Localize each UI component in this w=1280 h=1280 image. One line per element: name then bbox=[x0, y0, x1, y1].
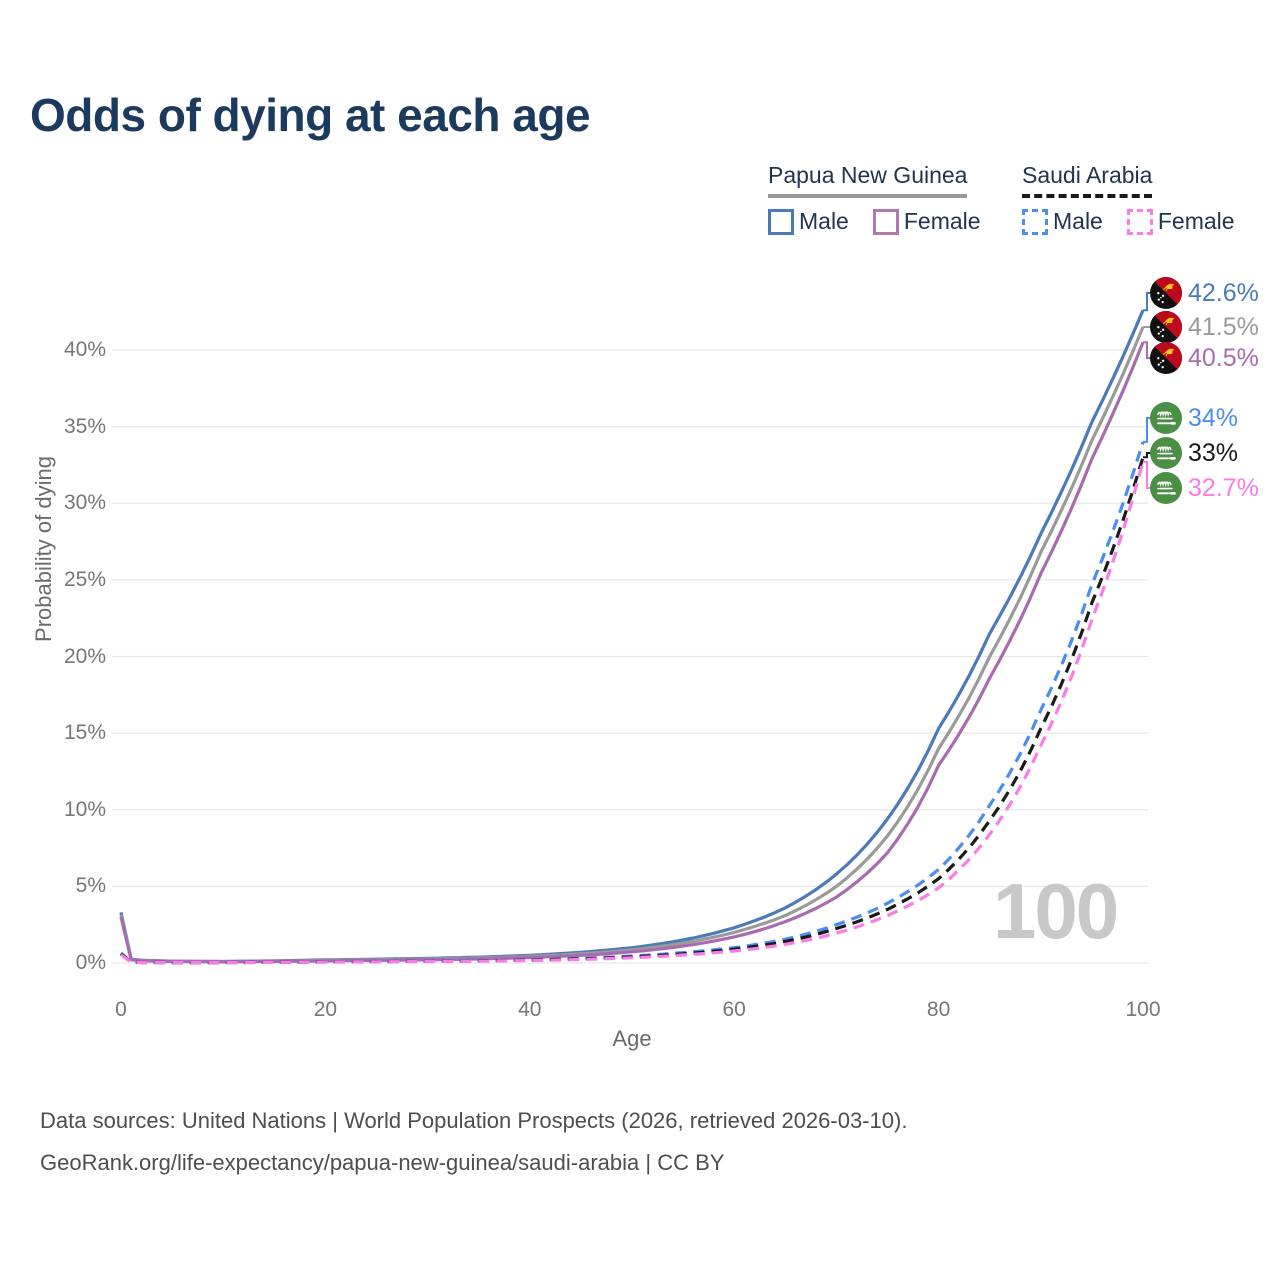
y-tick-label: 10% bbox=[63, 797, 106, 821]
label-connector bbox=[1143, 341, 1151, 359]
footer-source-line: Data sources: United Nations | World Pop… bbox=[40, 1108, 908, 1133]
series-line-papua-new-guinea-both-sexes bbox=[119, 326, 1145, 964]
legend-item-label: Male bbox=[799, 208, 849, 234]
legend-item-label: Male bbox=[1053, 208, 1103, 234]
watermark-100: 100 bbox=[993, 867, 1119, 955]
end-label-saudi-both: 33% bbox=[1188, 439, 1239, 467]
y-tick-label: 0% bbox=[75, 951, 106, 974]
y-tick-label: 40% bbox=[63, 338, 106, 361]
legend-group-papua-new-guinea: Papua New Guinea Male Female bbox=[768, 162, 981, 235]
papua-new-guinea-flag-icon bbox=[1150, 277, 1182, 309]
label-connector bbox=[1143, 460, 1151, 489]
x-tick-label: 0 bbox=[115, 998, 127, 1021]
series-line-saudi-arabia-male bbox=[119, 441, 1145, 965]
footer-url-line: GeoRank.org/life-expectancy/papua-new-gu… bbox=[40, 1150, 725, 1175]
legend-row-papua-new-guinea: Male Female bbox=[768, 208, 981, 235]
page-title: Odds of dying at each age bbox=[30, 89, 591, 141]
png-female-checkbox-icon[interactable] bbox=[872, 208, 899, 235]
legend-item-png-male[interactable]: Male bbox=[768, 208, 849, 235]
series-line-papua-new-guinea-male bbox=[119, 309, 1145, 964]
saudi-female-checkbox-icon[interactable] bbox=[1126, 208, 1153, 235]
series-line-saudi-arabia-female bbox=[120, 461, 1145, 965]
saudi-male-checkbox-icon[interactable] bbox=[1022, 208, 1048, 235]
y-tick-label: 15% bbox=[63, 721, 106, 745]
end-label-png-male: 42.6% bbox=[1188, 279, 1259, 307]
legend-item-png-female[interactable]: Female bbox=[872, 208, 981, 235]
x-tick-label: 80 bbox=[926, 998, 951, 1021]
series-line-papua-new-guinea-female bbox=[119, 341, 1145, 964]
y-tick-label: 20% bbox=[63, 644, 106, 668]
label-connector bbox=[1143, 292, 1151, 312]
label-connector bbox=[1143, 452, 1151, 459]
png-male-checkbox-icon[interactable] bbox=[768, 208, 794, 235]
x-tick-label: 40 bbox=[518, 998, 542, 1021]
legend-row-saudi-arabia: Male Female bbox=[1022, 208, 1235, 235]
saudi-arabia-flag-icon bbox=[1150, 402, 1182, 434]
papua-new-guinea-flag-icon bbox=[1150, 342, 1182, 374]
y-tick-label: 30% bbox=[63, 491, 106, 515]
y-axis-title: Probability of dying bbox=[31, 456, 56, 642]
label-connectors bbox=[1143, 292, 1151, 489]
x-tick-label: 20 bbox=[313, 998, 338, 1021]
series-lines bbox=[119, 309, 1145, 965]
saudi-arabia-flag-icon bbox=[1150, 437, 1182, 469]
end-label-png-both: 41.5% bbox=[1188, 313, 1259, 341]
y-tick-label: 35% bbox=[63, 414, 106, 438]
legend-country-papua-new-guinea: Papua New Guinea bbox=[768, 162, 968, 198]
x-tick-label: 60 bbox=[722, 998, 746, 1021]
papua-new-guinea-flag-icon bbox=[1150, 311, 1182, 343]
legend-country-saudi-arabia: Saudi Arabia bbox=[1022, 162, 1153, 198]
end-label-saudi-male: 34% bbox=[1188, 404, 1239, 432]
y-tick-label: 5% bbox=[75, 874, 106, 898]
legend-item-label: Female bbox=[903, 208, 981, 234]
x-tick-label: 100 bbox=[1125, 998, 1161, 1021]
saudi-arabia-flag-icon bbox=[1150, 472, 1182, 504]
legend-group-saudi-arabia: Saudi Arabia Male Female bbox=[1022, 162, 1235, 235]
legend-item-saudi-female[interactable]: Female bbox=[1126, 208, 1235, 235]
label-connector bbox=[1143, 417, 1151, 443]
x-axis-title: Age bbox=[612, 1026, 652, 1051]
y-tick-label: 25% bbox=[63, 567, 106, 591]
legend-item-label: Female bbox=[1157, 208, 1235, 234]
legend-item-saudi-male[interactable]: Male bbox=[1022, 208, 1103, 235]
end-label-png-female: 40.5% bbox=[1188, 344, 1259, 372]
end-label-saudi-female: 32.7% bbox=[1188, 474, 1259, 502]
